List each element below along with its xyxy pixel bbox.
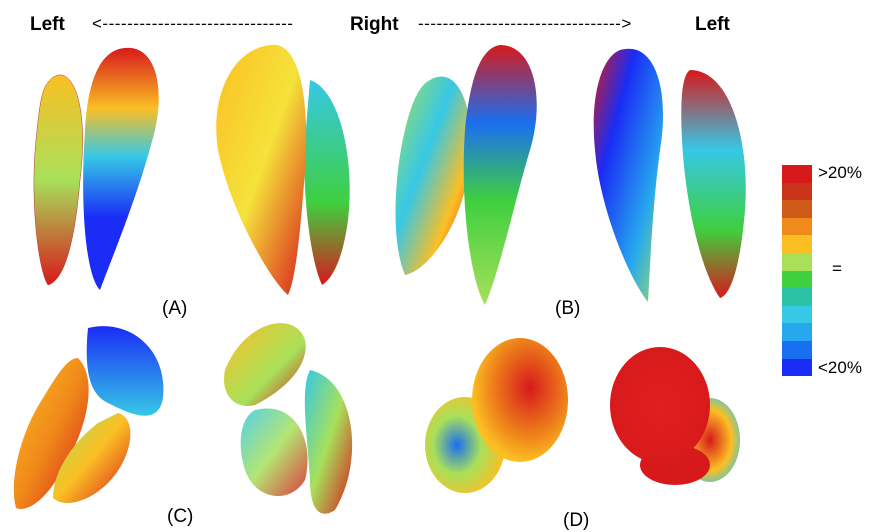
panel-a-label: (A) — [162, 298, 188, 319]
panel-d-shape-1 — [425, 338, 568, 493]
color-scale-swatch — [782, 270, 812, 289]
header-right-label: Right — [350, 14, 399, 35]
color-scale-swatch — [782, 323, 812, 341]
color-scale-swatch — [782, 200, 812, 218]
color-scale-swatch — [782, 235, 812, 253]
panel-b-shape-2 — [593, 48, 746, 302]
color-scale-swatch — [782, 340, 812, 359]
color-scale-swatch — [782, 252, 812, 271]
panel-c-shape-1 — [13, 326, 164, 509]
color-scale-top-label: >20% — [818, 163, 862, 182]
header-arrow-right: ---------------------------------> — [418, 14, 632, 33]
color-scale-swatch — [782, 182, 812, 201]
panel-a-shape-1 — [33, 47, 159, 290]
panel-a-shape-2 — [216, 44, 350, 295]
color-scale-swatch — [782, 305, 812, 324]
color-scale-bottom-label: <20% — [818, 358, 862, 377]
header-arrow-left: <------------------------------- — [92, 14, 294, 33]
color-scale-swatch — [782, 358, 812, 377]
color-scale-swatch — [782, 217, 812, 236]
color-scale-swatch — [782, 165, 812, 183]
panel-c-label: (C) — [167, 506, 194, 527]
color-scale-bar — [782, 165, 812, 377]
color-scale-swatch — [782, 288, 812, 306]
header-left-label: Left — [30, 14, 65, 35]
panel-b-shape-1 — [395, 45, 537, 305]
panel-b-label: (B) — [555, 298, 581, 319]
panel-d-label: (D) — [563, 510, 590, 531]
panel-d-shape-2 — [610, 347, 740, 485]
header-left-label-end: Left — [695, 14, 730, 35]
color-scale-mid-label: = — [832, 259, 842, 278]
panel-c-shape-2 — [224, 323, 353, 514]
